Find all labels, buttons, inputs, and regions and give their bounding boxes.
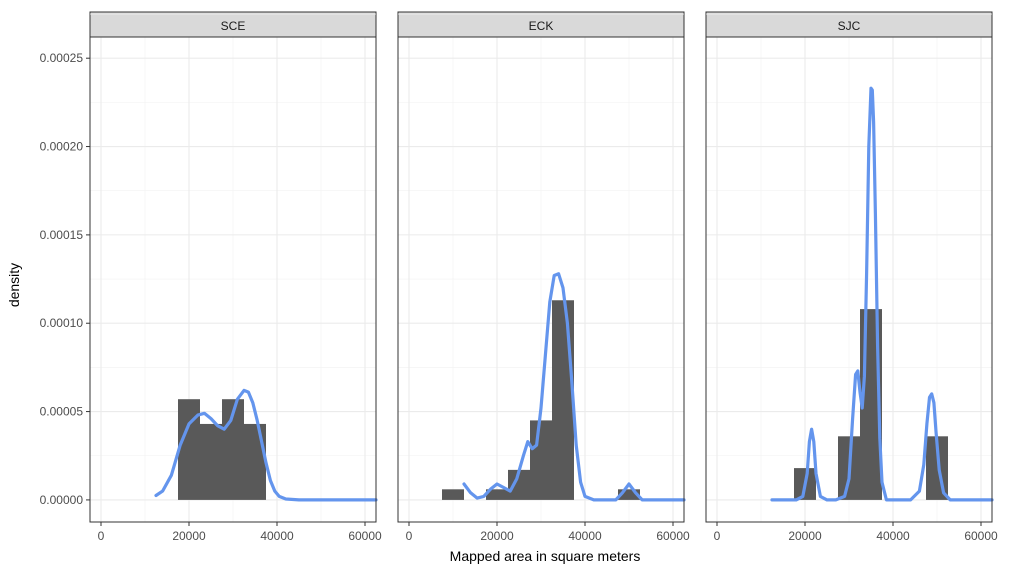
histogram-bar	[244, 423, 266, 500]
y-tick-label: 0.00015	[40, 228, 84, 242]
y-tick-label: 0.00020	[40, 140, 84, 154]
y-tick-label: 0.00005	[40, 405, 84, 419]
histogram-bar	[508, 469, 530, 500]
facet-panels: SCE 0 20000 40000 60000 0.00000 0.00005 0.00010…	[40, 11, 998, 543]
facet-strip-label: ECK	[529, 19, 554, 33]
panel-border	[89, 36, 377, 523]
x-tick-label: 60000	[348, 529, 382, 543]
facet-strip-label: SJC	[838, 19, 861, 33]
panel-border	[705, 36, 993, 523]
y-tick-label: 0.00000	[40, 493, 84, 507]
histogram-bar	[486, 489, 508, 500]
x-tick-label: 0	[98, 529, 105, 543]
density-curve	[154, 388, 378, 502]
histogram-bar	[442, 489, 464, 500]
panel-border	[397, 36, 685, 523]
density-curve	[770, 86, 994, 502]
y-axis-title: density	[6, 263, 22, 307]
x-tick-label: 40000	[568, 529, 602, 543]
x-tick-label: 60000	[656, 529, 690, 543]
histogram-bar	[530, 420, 552, 500]
facet-panel-sce: SCE 0 20000 40000 60000 0.00000 0.00005 0.00010…	[40, 11, 382, 543]
facet-strip	[705, 11, 993, 38]
x-tick-label: 20000	[480, 529, 514, 543]
x-tick-label: 20000	[788, 529, 822, 543]
y-tick-label: 0.00010	[40, 316, 84, 330]
facet-panel-sjc: SJC 0 20000 40000 60000	[705, 11, 998, 543]
x-tick-label: 40000	[260, 529, 294, 543]
facet-strip	[89, 11, 377, 38]
facet-panel-eck: ECK 0 20000 40000 60000	[397, 11, 690, 543]
x-tick-label: 0	[714, 529, 721, 543]
density-curve	[462, 272, 686, 502]
x-tick-label: 40000	[876, 529, 910, 543]
x-tick-label: 0	[406, 529, 413, 543]
histogram-bar	[618, 489, 640, 500]
histogram-bar	[200, 423, 222, 500]
histogram-bar	[178, 399, 200, 500]
y-tick-label: 0.00025	[40, 51, 84, 65]
facet-strip	[397, 11, 685, 38]
facet-strip-label: SCE	[221, 19, 246, 33]
x-tick-label: 60000	[964, 529, 998, 543]
x-axis-title: Mapped area in square meters	[450, 548, 641, 564]
histogram-bar	[552, 300, 574, 500]
x-tick-label: 20000	[172, 529, 206, 543]
